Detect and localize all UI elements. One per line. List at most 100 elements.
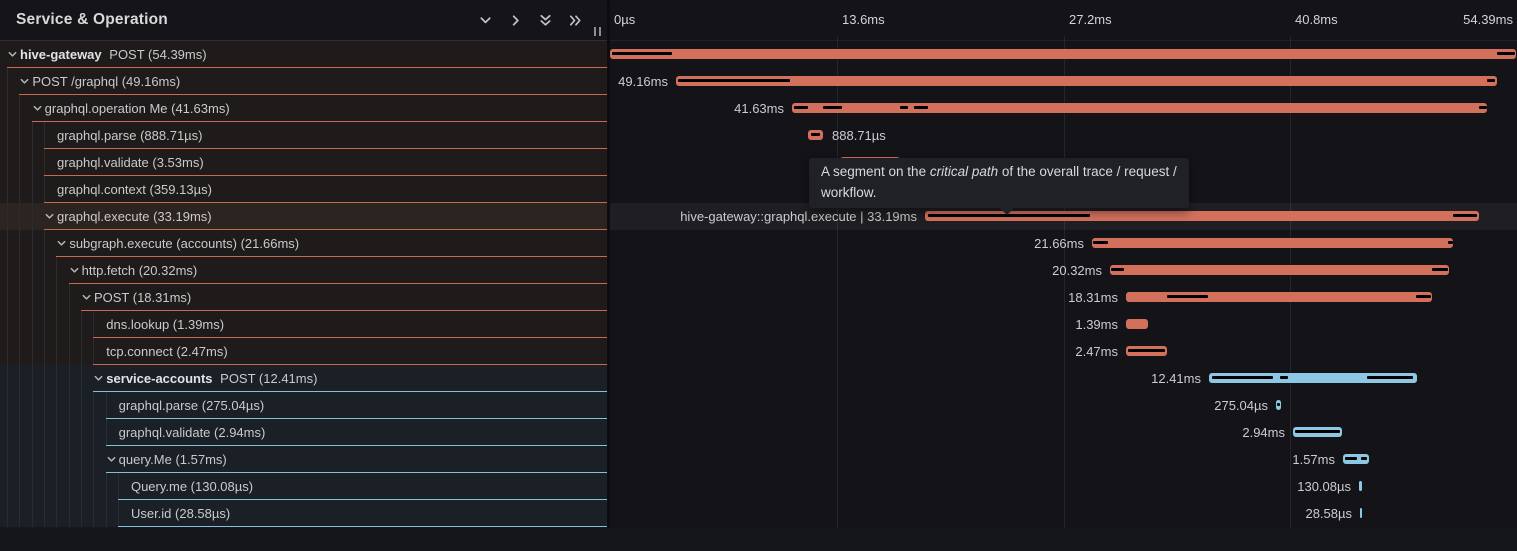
span-name-row[interactable]: service-accounts POST (12.41ms) xyxy=(0,365,607,392)
column-resize-grip-icon[interactable] xyxy=(594,27,601,36)
critical-path-segment xyxy=(900,106,908,109)
critical-path-tooltip: A segment on the critical path of the ov… xyxy=(809,158,1189,215)
tree-indent-guide xyxy=(43,176,57,202)
span-name-row[interactable]: graphql.parse (888.71µs) xyxy=(0,122,607,149)
tree-indent-guide xyxy=(7,473,19,500)
row-collapse-chevron-icon[interactable] xyxy=(69,265,82,276)
span-duration-bar[interactable] xyxy=(1209,373,1417,383)
critical-path-segment xyxy=(1497,52,1515,55)
tree-indent-guide xyxy=(31,203,44,230)
row-collapse-chevron-icon[interactable] xyxy=(32,103,45,114)
span-name-label: graphql.context (359.13µs) xyxy=(56,181,212,197)
tree-indent-guide xyxy=(19,446,31,473)
tree-indent-guide xyxy=(43,311,56,338)
timeline-gridline xyxy=(1290,36,1291,528)
span-name-row[interactable]: subgraph.execute (accounts) (21.66ms) xyxy=(0,230,607,257)
row-collapse-chevron-icon[interactable] xyxy=(56,238,69,249)
span-duration-bar[interactable] xyxy=(1092,238,1453,248)
span-name-label: graphql.operation Me (41.63ms) xyxy=(44,100,230,116)
span-name-row[interactable]: graphql.operation Me (41.63ms) xyxy=(0,95,607,122)
span-duration-bar[interactable] xyxy=(1343,454,1369,464)
span-name-row[interactable]: graphql.parse (275.04µs) xyxy=(0,392,607,419)
critical-path-segment xyxy=(612,52,672,55)
span-name-row[interactable]: tcp.connect (2.47ms) xyxy=(0,338,607,365)
span-name-row[interactable]: POST /graphql (49.16ms) xyxy=(0,68,607,95)
span-bar-row: 20.32ms xyxy=(610,257,1517,284)
span-name-row[interactable]: POST (18.31ms) xyxy=(0,284,607,311)
chevrons-down-icon[interactable] xyxy=(537,12,553,28)
span-duration-label: 1.57ms xyxy=(1292,452,1335,467)
span-name-row[interactable]: dns.lookup (1.39ms) xyxy=(0,311,607,338)
critical-path-segment xyxy=(1212,376,1273,379)
tree-indent-guide xyxy=(7,176,19,203)
span-name-content: graphql.validate (3.53ms) xyxy=(43,149,607,176)
span-duration-bar[interactable] xyxy=(1126,346,1167,356)
tree-indent-guide xyxy=(19,230,31,257)
span-duration-bar[interactable] xyxy=(610,49,1516,59)
critical-path-segment xyxy=(794,106,808,109)
span-name-label: graphql.validate (3.53ms) xyxy=(56,154,204,170)
tree-indent-guide xyxy=(19,95,31,122)
span-duration-bar[interactable] xyxy=(925,211,1479,221)
span-duration-label: 21.66ms xyxy=(1034,236,1084,251)
span-duration-bar[interactable] xyxy=(1359,481,1362,491)
tree-indent-guide xyxy=(80,338,93,365)
row-collapse-chevron-icon[interactable] xyxy=(106,454,119,465)
span-duration-bar[interactable] xyxy=(1110,265,1449,275)
span-name-row[interactable]: query.Me (1.57ms) xyxy=(0,446,607,473)
tooltip-text: A segment on the critical path of the ov… xyxy=(821,164,1177,200)
span-name-row[interactable]: User.id (28.58µs) xyxy=(0,500,607,527)
column-resizer[interactable] xyxy=(607,0,610,528)
span-duration-label: 28.58µs xyxy=(1305,506,1352,521)
span-name-label: POST (18.31ms) xyxy=(93,289,192,305)
span-name-content: graphql.operation Me (41.63ms) xyxy=(31,95,607,122)
span-duration-bar[interactable] xyxy=(808,130,823,140)
span-duration-bar[interactable] xyxy=(1360,508,1362,518)
span-duration-bar[interactable] xyxy=(1293,427,1342,437)
span-name-row[interactable]: graphql.validate (2.94ms) xyxy=(0,419,607,446)
row-collapse-chevron-icon[interactable] xyxy=(81,292,94,303)
span-bar-row: 18.31ms xyxy=(610,284,1517,311)
tree-indent-guide xyxy=(105,419,119,445)
tree-indent-guide xyxy=(7,230,19,257)
span-duration-bar[interactable] xyxy=(1126,319,1148,329)
tree-indent-guide xyxy=(7,500,19,527)
row-collapse-chevron-icon[interactable] xyxy=(19,76,32,87)
tree-indent-guide xyxy=(43,122,57,148)
span-name-row[interactable]: graphql.validate (3.53ms) xyxy=(0,149,607,176)
chevron-right-icon[interactable] xyxy=(507,12,523,28)
tree-indent-guide xyxy=(19,473,31,500)
span-bar-row: hive-gateway::graphql.execute | 33.19ms xyxy=(610,203,1517,230)
critical-path-segment xyxy=(811,133,820,136)
span-name-row[interactable]: hive-gateway POST (54.39ms) xyxy=(0,41,607,68)
span-name-row[interactable]: http.fetch (20.32ms) xyxy=(0,257,607,284)
span-duration-label: 2.47ms xyxy=(1075,344,1118,359)
time-tick-label: 54.39ms xyxy=(1463,12,1513,27)
row-collapse-chevron-icon[interactable] xyxy=(93,373,106,384)
span-name-row[interactable]: Query.me (130.08µs) xyxy=(0,473,607,500)
tree-indent-guide xyxy=(93,500,105,527)
tree-indent-guide xyxy=(7,446,19,473)
span-name-label: Query.me (130.08µs) xyxy=(130,478,254,494)
row-collapse-chevron-icon[interactable] xyxy=(44,211,57,222)
chevron-down-icon[interactable] xyxy=(477,12,493,28)
chevrons-right-icon[interactable] xyxy=(567,12,583,28)
tree-indent-guide xyxy=(105,500,118,527)
tree-indent-guide xyxy=(31,392,44,419)
tree-indent-guide xyxy=(31,338,44,365)
span-duration-label: 888.71µs xyxy=(832,128,886,143)
tree-indent-guide xyxy=(7,203,19,230)
tree-indent-guide xyxy=(80,446,93,473)
span-name-label: User.id (28.58µs) xyxy=(130,505,231,521)
tree-indent-guide xyxy=(31,500,44,527)
tree-indent-guide xyxy=(19,122,31,149)
span-name-row[interactable]: graphql.context (359.13µs) xyxy=(0,176,607,203)
span-duration-bar[interactable] xyxy=(676,76,1497,86)
row-collapse-chevron-icon[interactable] xyxy=(7,49,20,60)
critical-path-segment xyxy=(914,106,928,109)
span-duration-bar[interactable] xyxy=(1276,400,1281,410)
timeline-gridline xyxy=(1064,36,1065,528)
span-duration-bar[interactable] xyxy=(1126,292,1432,302)
span-duration-bar[interactable] xyxy=(792,103,1487,113)
span-name-row[interactable]: graphql.execute (33.19ms) xyxy=(0,203,607,230)
